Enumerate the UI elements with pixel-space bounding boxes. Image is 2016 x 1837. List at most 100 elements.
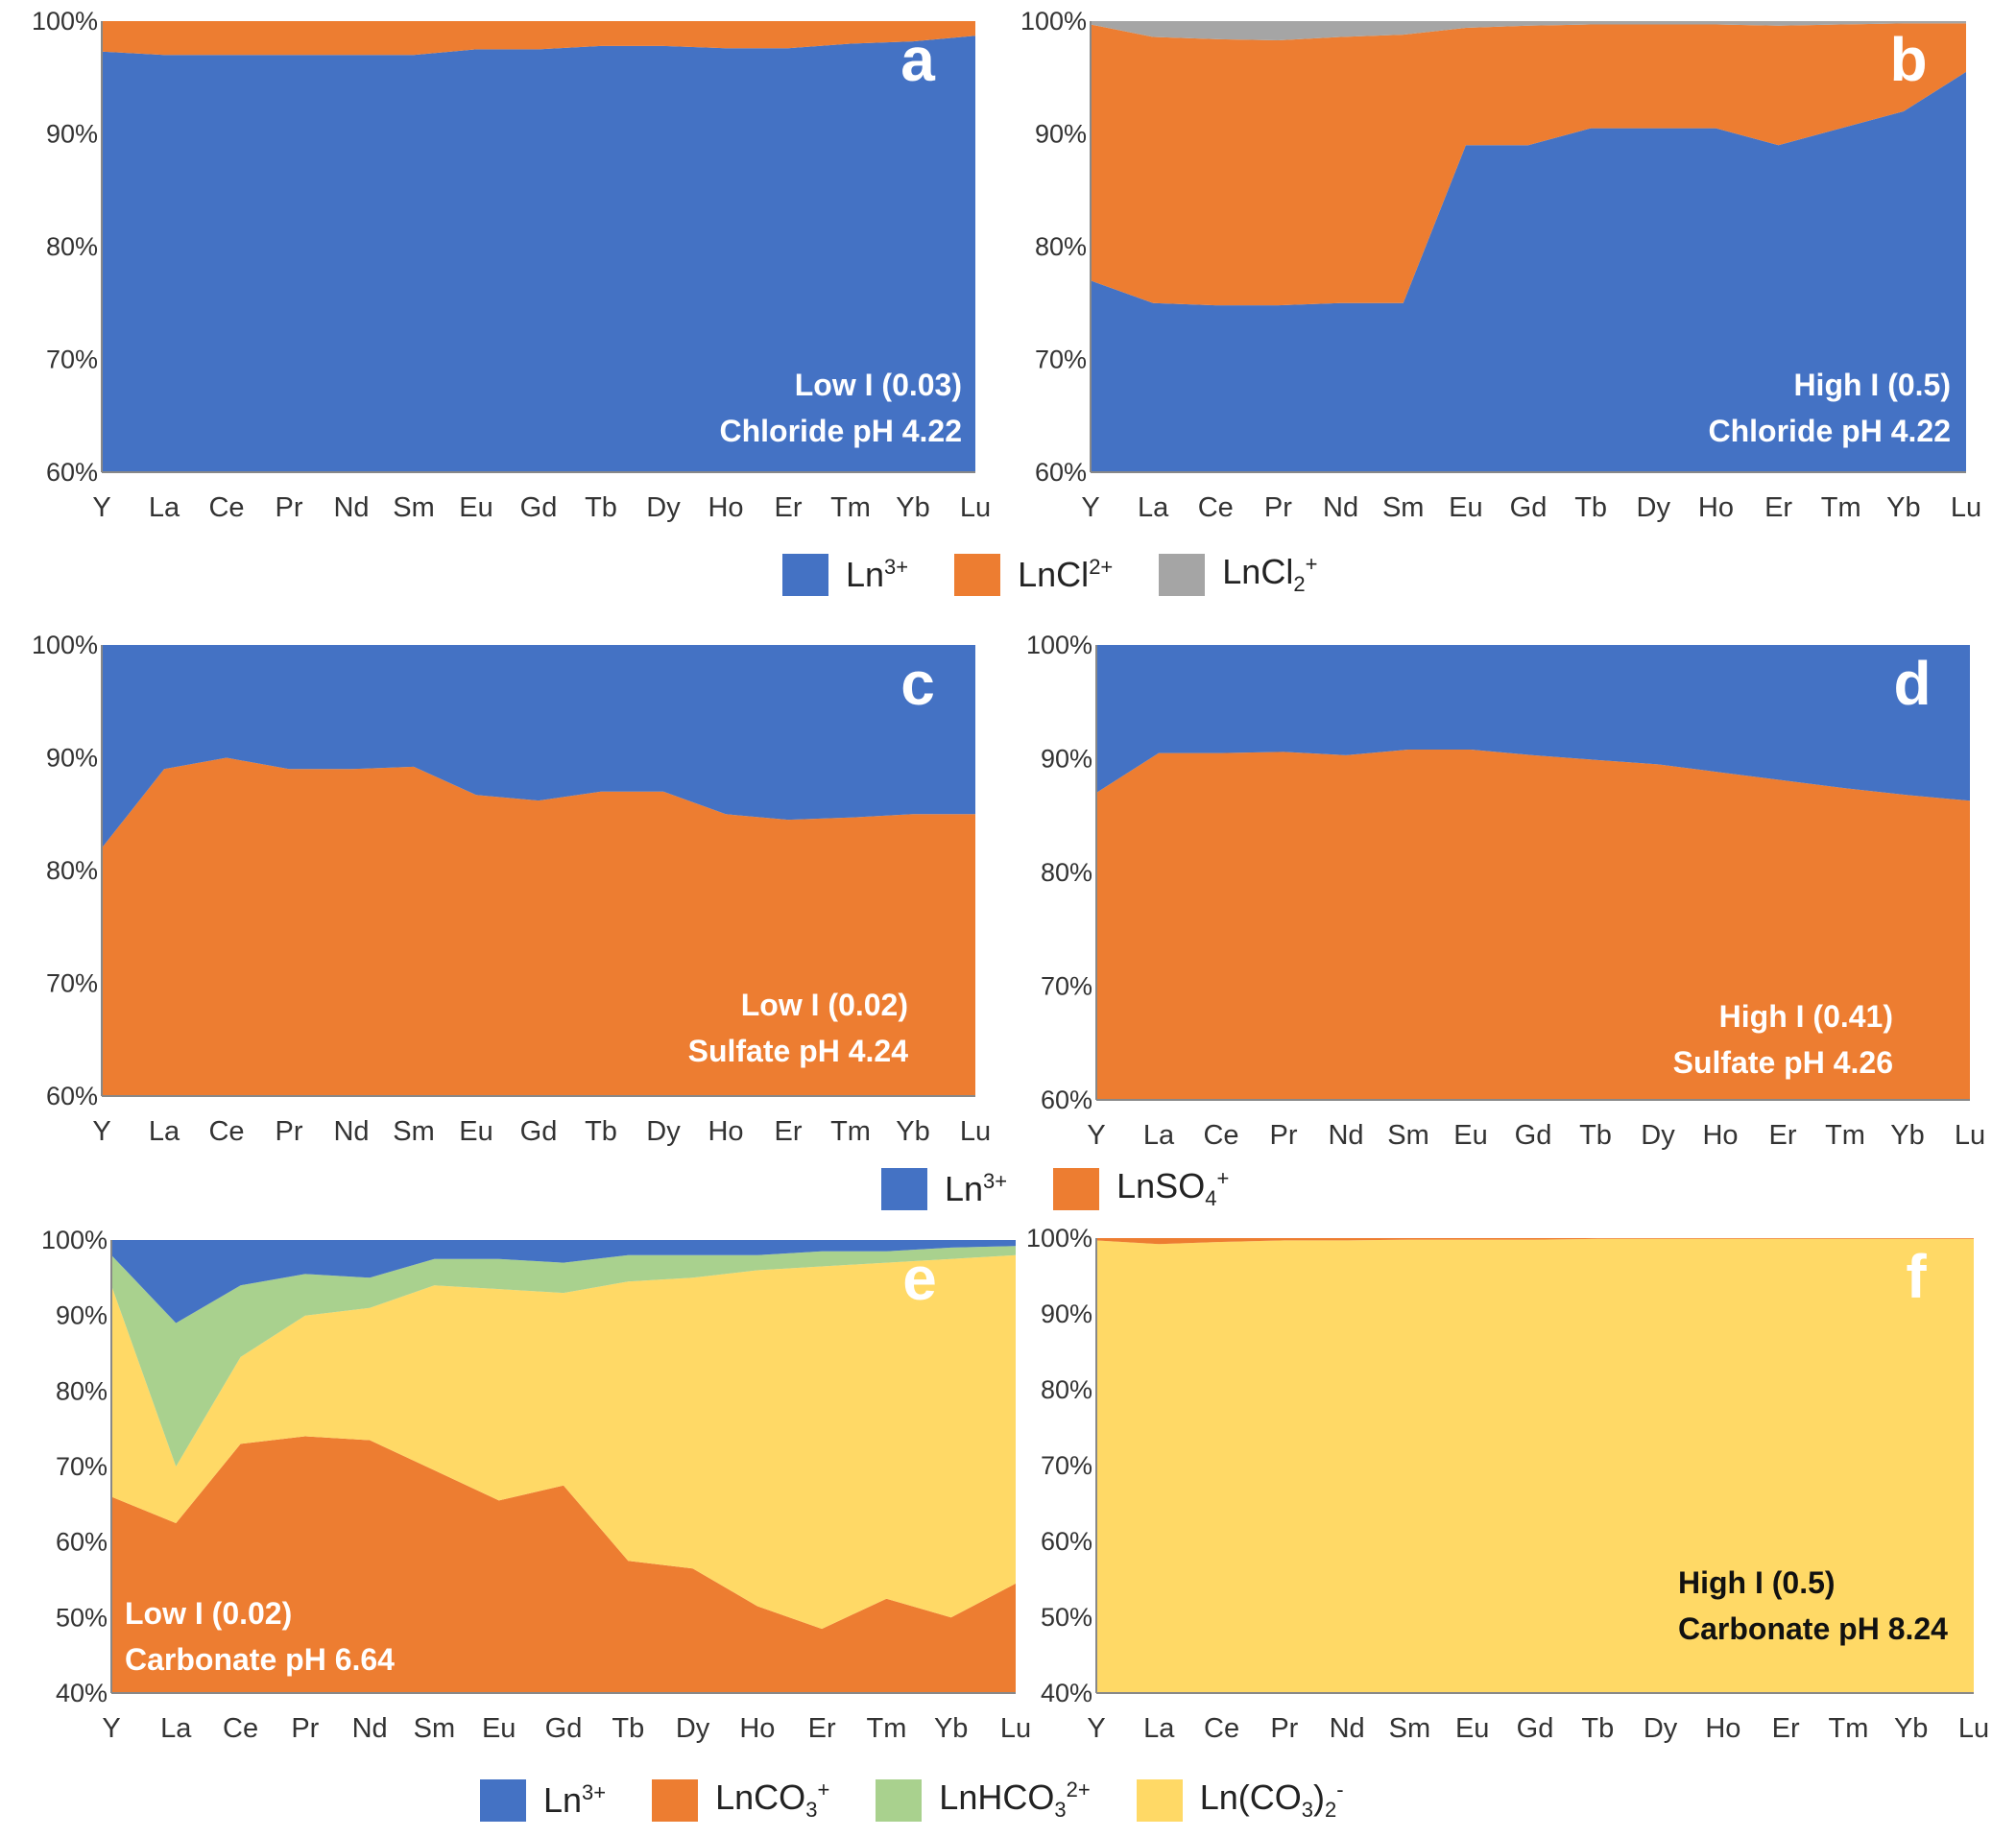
- xtick-d-Dy: Dy: [1641, 1120, 1675, 1151]
- xtick-b-Y: Y: [1081, 492, 1099, 523]
- xtick-c-La: La: [149, 1116, 180, 1147]
- legend-sulfate: Ln3+ LnSO4+: [881, 1166, 1275, 1211]
- xtick-b-Tm: Tm: [1821, 492, 1861, 523]
- ytick-a-80: 80%: [46, 232, 98, 261]
- xtick-c-Gd: Gd: [520, 1116, 558, 1147]
- ytick-b-70: 70%: [1035, 346, 1087, 374]
- xtick-e-Er: Er: [808, 1713, 836, 1744]
- xtick-a-Er: Er: [775, 492, 803, 523]
- annotation-a-2: Chloride pH 4.22: [720, 414, 963, 448]
- area-e-Ln3_: [111, 1240, 1016, 1324]
- ytick-f-50: 50%: [1041, 1603, 1092, 1632]
- legend-item-LnHCO3_2_: LnHCO32+: [876, 1777, 1091, 1823]
- xtick-a-Sm: Sm: [393, 492, 435, 523]
- legend-swatch: [954, 553, 1001, 596]
- panel-f: 40% 50% 60% 70% 80% 90% 100% Y La Ce Pr Nd Sm Eu Gd Tb D…: [1026, 1224, 1989, 1744]
- ytick-c-90: 90%: [46, 744, 98, 773]
- xtick-b-Eu: Eu: [1449, 492, 1482, 523]
- legend-item-Ln3_: Ln3+: [480, 1778, 606, 1822]
- xtick-f-Yb: Yb: [1894, 1713, 1928, 1744]
- xtick-b-Ce: Ce: [1198, 492, 1234, 523]
- annotation-b-1: High I (0.5): [1793, 368, 1951, 402]
- area-b-LnCl2_plus: [1091, 21, 1966, 40]
- area-c-LnSO4_: [102, 757, 975, 1096]
- legend-label: LnCl2+: [1018, 554, 1114, 594]
- xtick-f-Pr: Pr: [1270, 1713, 1298, 1744]
- xtick-f-Lu: Lu: [1958, 1713, 1989, 1744]
- legend-item-Ln3_: Ln3+: [881, 1167, 1007, 1210]
- ytick-d-60: 60%: [1041, 1086, 1092, 1114]
- xtick-d-Ce: Ce: [1203, 1120, 1238, 1151]
- legend-item-Ln_CO3_2_: Ln(CO3)2-: [1136, 1777, 1344, 1823]
- xtick-a-Ho: Ho: [708, 492, 743, 523]
- area-b-Ln3_: [1091, 71, 1966, 473]
- xtick-b-Gd: Gd: [1510, 492, 1548, 523]
- ytick-e-70: 70%: [56, 1452, 108, 1481]
- ytick-e-80: 80%: [56, 1376, 108, 1405]
- panel-b: 60% 70% 80% 90% 100% Y La Ce Pr Nd Sm Eu Gd Tb Dy Ho Er T…: [1020, 7, 1981, 523]
- area-d-LnSO4_: [1096, 750, 1970, 1100]
- legend-label: LnHCO32+: [939, 1777, 1091, 1823]
- legend-label: LnCl2+: [1222, 552, 1318, 597]
- annotation-e-1: Low I (0.02): [125, 1596, 292, 1631]
- ytick-f-60: 60%: [1041, 1527, 1092, 1556]
- xtick-c-Pr: Pr: [276, 1116, 303, 1147]
- panel-d: 60% 70% 80% 90% 100% Y La Ce Pr Nd Sm Eu Gd Tb Dy Ho Er T…: [1026, 631, 1985, 1151]
- ytick-e-100: 100%: [41, 1226, 108, 1254]
- legend-item-LnCl2_plus: LnCl2+: [1159, 552, 1317, 597]
- annotation-c-1: Low I (0.02): [741, 988, 908, 1022]
- annotation-c-2: Sulfate pH 4.24: [688, 1034, 909, 1068]
- area-e-LnHCO3_2_: [111, 1246, 1016, 1467]
- area-a-Ln3_: [102, 36, 975, 473]
- annotation-f-2: Carbonate pH 8.24: [1678, 1611, 1948, 1646]
- xtick-b-La: La: [1138, 492, 1169, 523]
- xtick-d-Nd: Nd: [1328, 1120, 1363, 1151]
- ytick-c-80: 80%: [46, 856, 98, 885]
- xtick-a-Yb: Yb: [896, 492, 929, 523]
- legend-swatch: [1159, 553, 1206, 596]
- area-f-LnCO3_: [1096, 1238, 1974, 1245]
- annotation-f-1: High I (0.5): [1678, 1565, 1836, 1600]
- xtick-a-Tb: Tb: [585, 492, 617, 523]
- xtick-e-Tm: Tm: [866, 1713, 906, 1744]
- ytick-f-40: 40%: [1041, 1679, 1092, 1707]
- xtick-c-Y: Y: [92, 1116, 110, 1147]
- ytick-a-60: 60%: [46, 458, 98, 487]
- xtick-a-Tm: Tm: [830, 492, 871, 523]
- ytick-e-60: 60%: [56, 1528, 108, 1557]
- ytick-f-80: 80%: [1041, 1375, 1092, 1404]
- ytick-f-90: 90%: [1041, 1300, 1092, 1328]
- legend-swatch: [876, 1778, 923, 1822]
- xtick-f-Er: Er: [1772, 1713, 1800, 1744]
- xtick-b-Ho: Ho: [1698, 492, 1734, 523]
- xtick-b-Lu: Lu: [1951, 492, 1981, 523]
- xtick-f-Eu: Eu: [1455, 1713, 1489, 1744]
- legend-swatch: [881, 1167, 927, 1210]
- xtick-a-Lu: Lu: [960, 492, 991, 523]
- panel-letter-f: f: [1906, 1242, 1927, 1311]
- xtick-d-Pr: Pr: [1270, 1120, 1298, 1151]
- ytick-a-90: 90%: [46, 120, 98, 149]
- ytick-d-90: 90%: [1041, 745, 1092, 774]
- ytick-c-100: 100%: [32, 631, 98, 659]
- xtick-b-Er: Er: [1764, 492, 1792, 523]
- ytick-b-100: 100%: [1020, 7, 1087, 36]
- area-d-Ln3_: [1096, 645, 1970, 801]
- xtick-f-Nd: Nd: [1330, 1713, 1365, 1744]
- xtick-d-Sm: Sm: [1387, 1120, 1429, 1151]
- xtick-d-Lu: Lu: [1955, 1120, 1985, 1151]
- xtick-e-Yb: Yb: [934, 1713, 968, 1744]
- xtick-f-Gd: Gd: [1517, 1713, 1554, 1744]
- area-a-LnCl2_: [102, 21, 975, 56]
- ytick-a-70: 70%: [46, 346, 98, 374]
- panel-e: 40% 50% 60% 70% 80% 90% 100% Y La Ce Pr Nd Sm Eu Gd Tb D…: [41, 1226, 1031, 1744]
- ytick-c-70: 70%: [46, 969, 98, 998]
- xtick-f-Ho: Ho: [1705, 1713, 1740, 1744]
- area-e-Ln_CO3_2_: [111, 1254, 1016, 1630]
- xtick-d-Y: Y: [1087, 1120, 1105, 1151]
- xtick-c-Sm: Sm: [393, 1116, 435, 1147]
- ytick-a-100: 100%: [32, 7, 98, 36]
- legend-item-LnCO3_: LnCO3+: [652, 1777, 829, 1823]
- legend-label: Ln(CO3)2-: [1199, 1777, 1344, 1823]
